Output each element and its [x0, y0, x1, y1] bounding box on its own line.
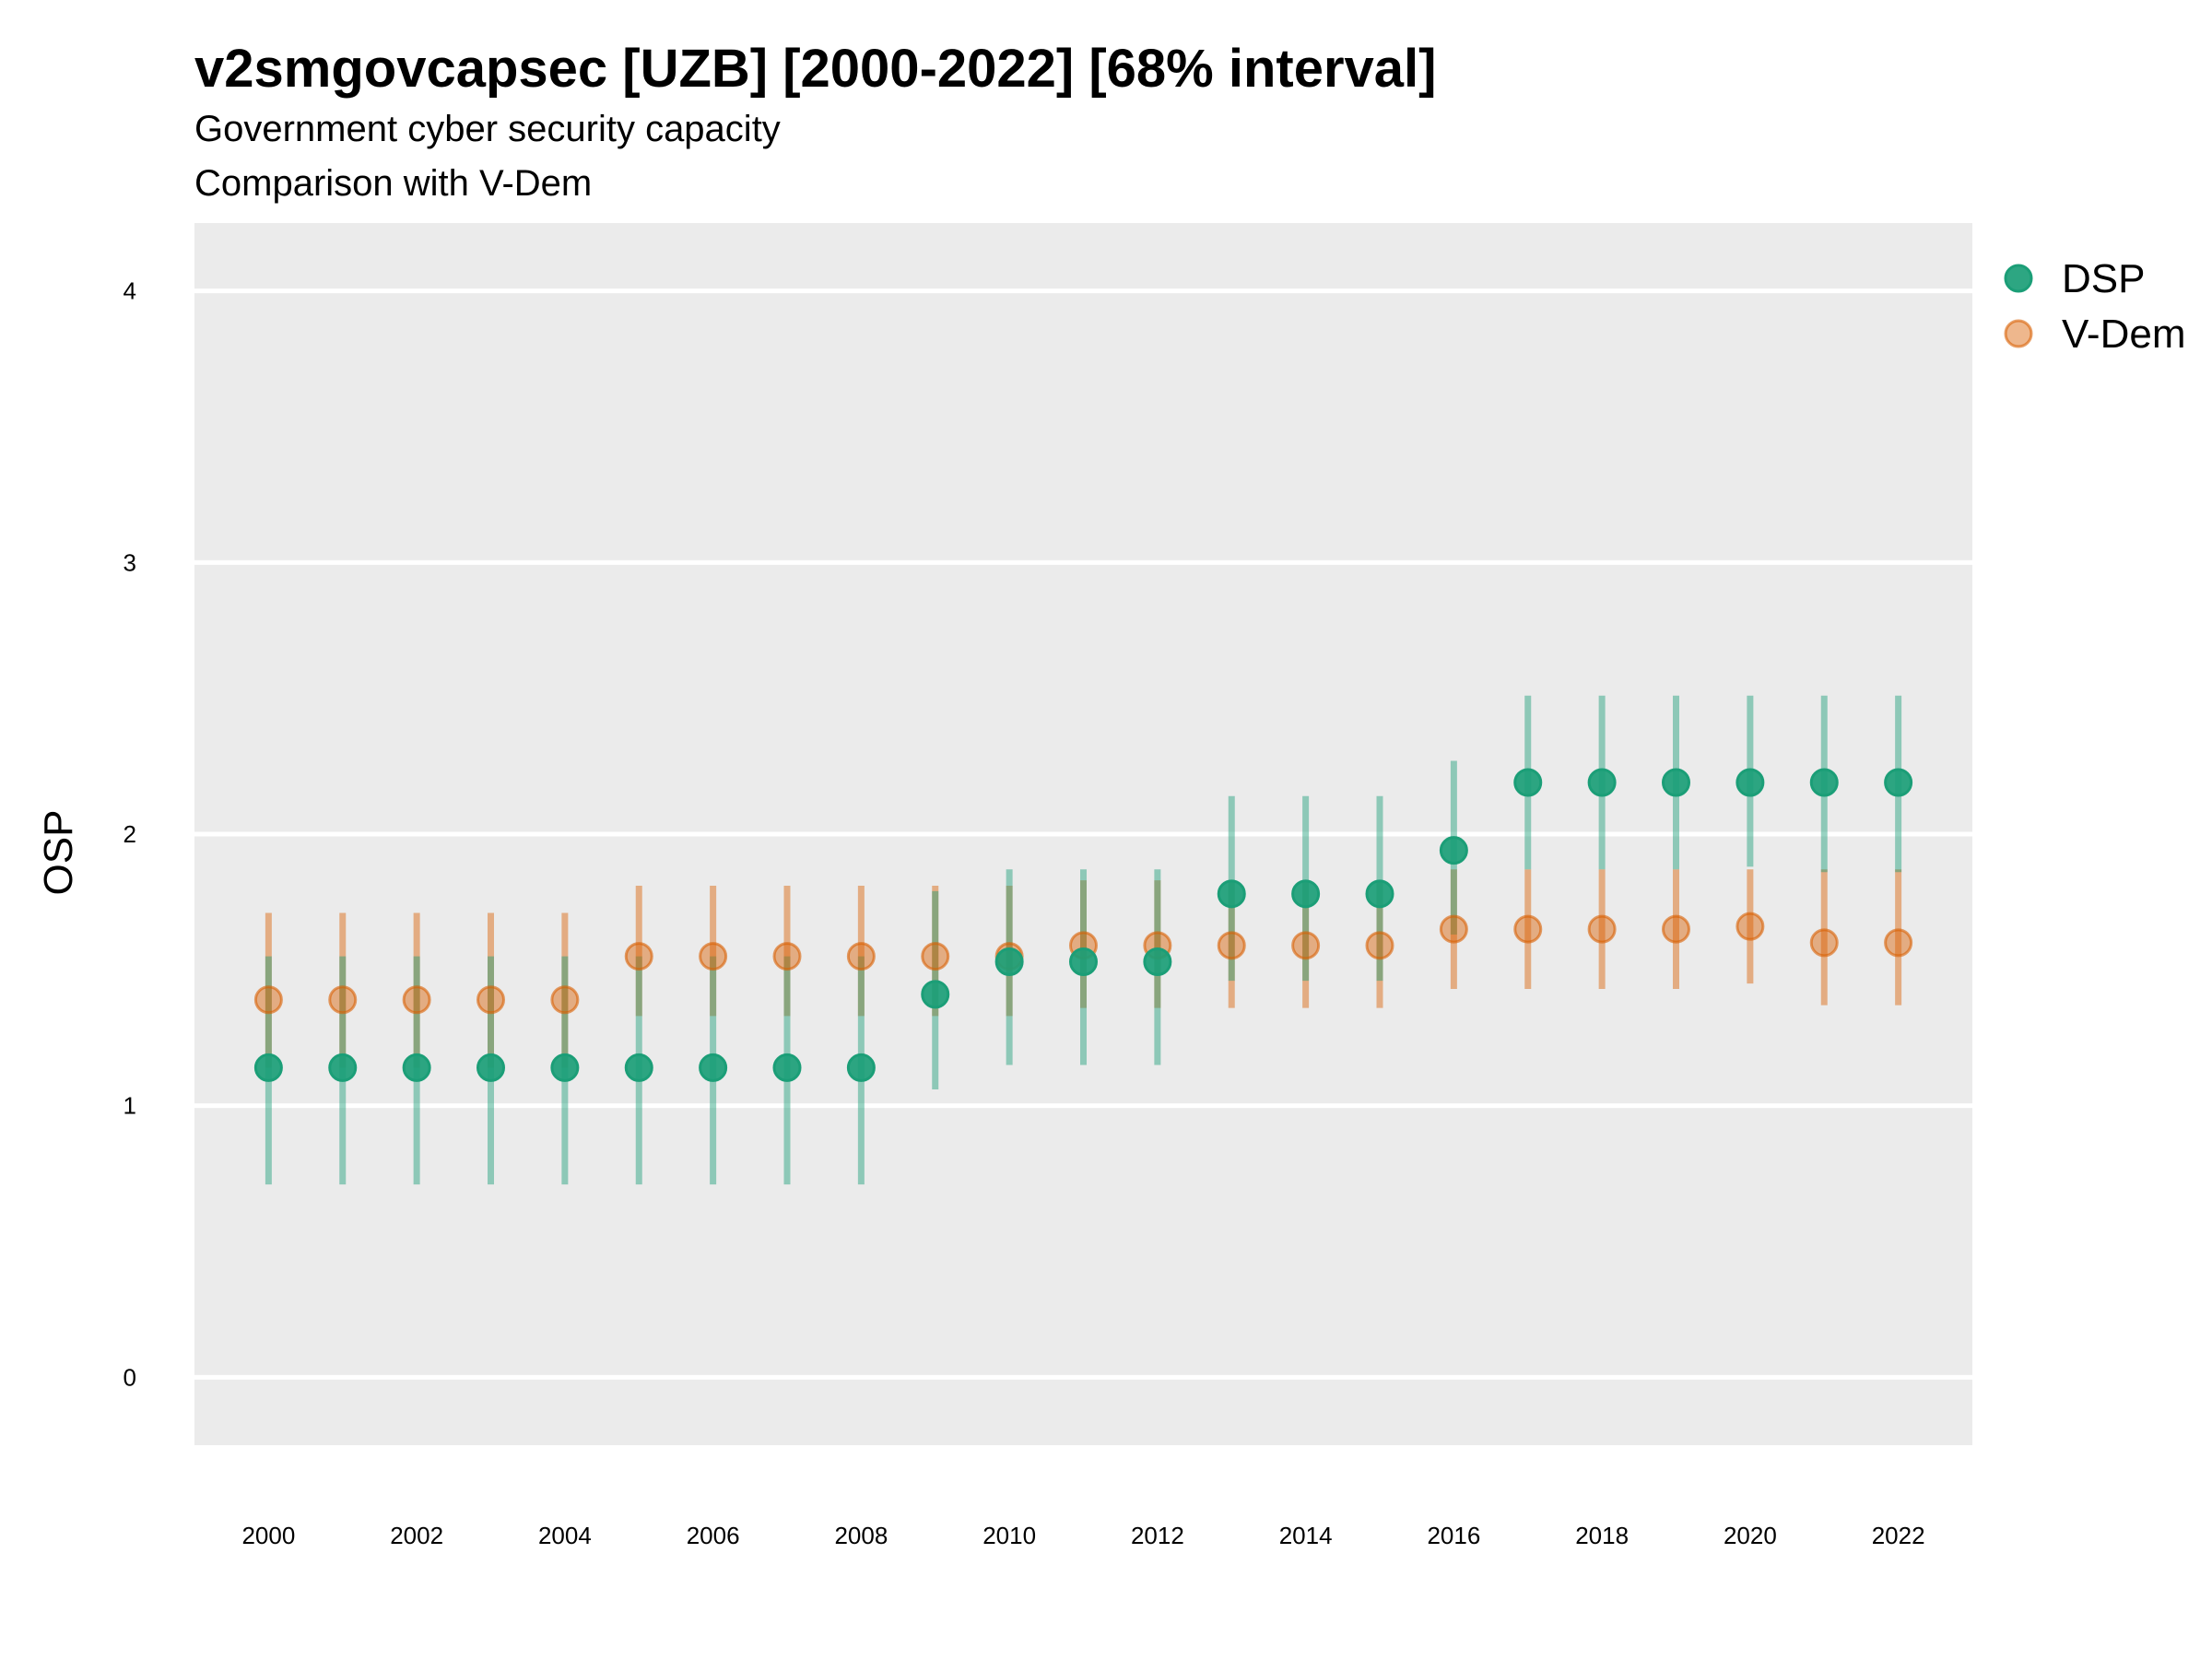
chart-subtitle: Government cyber security capacity — [194, 109, 781, 149]
legend-key — [2004, 264, 2033, 293]
v-dem-point — [1513, 914, 1543, 944]
x-tick-label: 2018 — [1575, 1522, 1629, 1549]
dsp-point — [994, 947, 1024, 976]
v-dem-point — [1735, 912, 1765, 941]
dsp-point — [1513, 768, 1543, 797]
y-tick-label: 0 — [124, 1363, 136, 1391]
dsp-point — [1735, 768, 1765, 797]
x-tick-label: 2020 — [1724, 1522, 1777, 1549]
y-gridlines — [194, 288, 1972, 1380]
v-dem-point — [550, 985, 580, 1015]
dsp-point — [477, 1053, 505, 1082]
dsp-point — [1809, 768, 1839, 797]
v-dem-point — [1884, 928, 1913, 958]
data-points — [253, 768, 1913, 1082]
y-tick-label: 1 — [124, 1092, 136, 1120]
dsp-point — [1217, 879, 1246, 909]
v-dem-point — [699, 942, 728, 971]
v-dem-point — [772, 942, 802, 971]
x-tick-label: 2004 — [538, 1522, 592, 1549]
y-tick-label: 2 — [124, 820, 136, 848]
dsp-point — [328, 1053, 358, 1082]
y-tick-labels: 0 1 2 3 4 — [124, 277, 136, 1392]
v-dem-point — [1662, 914, 1690, 944]
v-dem-point — [1587, 914, 1617, 944]
v-dem-point — [846, 942, 876, 971]
dsp-point — [1291, 879, 1321, 909]
x-tick-label: 2010 — [982, 1522, 1036, 1549]
v-dem-point — [1365, 931, 1394, 960]
dsp-point — [921, 980, 950, 1009]
x-tick-label: 2014 — [1279, 1522, 1333, 1549]
chart-subtitle-2: Comparison with V-Dem — [194, 163, 592, 204]
dsp-point — [253, 1053, 283, 1082]
v-dem-point — [1439, 914, 1468, 944]
legend: DSP V-Dem — [2004, 256, 2185, 357]
v-dem-point — [1809, 928, 1839, 958]
x-tick-labels: 2000 2002 2004 2006 2008 2010 2012 2014 2016 2018… — [241, 1522, 1924, 1549]
dsp-point — [550, 1053, 580, 1082]
dsp-point — [624, 1053, 653, 1082]
legend-label: V-Dem — [2062, 312, 2185, 357]
x-tick-label: 2022 — [1872, 1522, 1925, 1549]
y-tick-label: 4 — [124, 277, 136, 305]
legend-label: DSP — [2062, 256, 2145, 301]
v-dem-point — [402, 985, 431, 1015]
dsp-point — [699, 1053, 728, 1082]
x-tick-label: 2006 — [687, 1522, 740, 1549]
legend-key — [2004, 319, 2033, 348]
dsp-point — [1365, 879, 1394, 909]
x-tick-label: 2012 — [1131, 1522, 1184, 1549]
x-tick-label: 2002 — [390, 1522, 443, 1549]
y-axis-label: OSP — [36, 810, 81, 896]
dsp-point — [1587, 768, 1617, 797]
v-dem-point — [477, 985, 505, 1015]
dsp-point — [1884, 768, 1913, 797]
v-dem-point — [328, 985, 358, 1015]
v-dem-point — [921, 942, 950, 971]
v-dem-point — [253, 985, 283, 1015]
x-tick-label: 2000 — [241, 1522, 295, 1549]
dsp-point — [1662, 768, 1690, 797]
v-dem-point — [1217, 931, 1246, 960]
v-dem-point — [1291, 931, 1321, 960]
dsp-point — [846, 1053, 876, 1082]
dsp-point — [1439, 836, 1468, 865]
y-tick-label: 3 — [124, 548, 136, 576]
dsp-point — [1069, 947, 1098, 976]
v-dem-point — [624, 942, 653, 971]
dsp-point — [772, 1053, 802, 1082]
chart-title: v2smgovcapsec [UZB] [2000-2022] [68% int… — [194, 39, 1436, 99]
dsp-point — [402, 1053, 431, 1082]
x-tick-label: 2016 — [1427, 1522, 1480, 1549]
dsp-point — [1143, 947, 1172, 976]
x-tick-label: 2008 — [834, 1522, 888, 1549]
